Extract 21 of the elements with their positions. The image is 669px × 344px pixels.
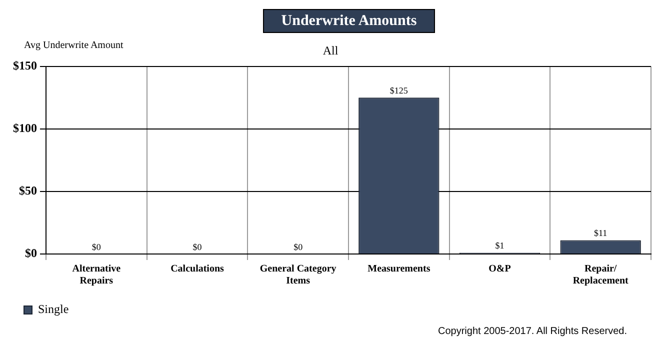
data-label: $0 [192,242,202,252]
legend-label: Single [38,302,69,316]
y-tick-label: $0 [25,246,37,260]
data-label: $0 [294,242,304,252]
x-tick-label: Repair/ Replacement [572,264,630,287]
chart-title: Underwrite Amounts [263,9,435,33]
x-tick-label: Calculations [170,264,224,275]
x-tick-label: O&P [488,264,511,275]
data-label: $0 [92,242,102,252]
y-axis-title: Avg Underwrite Amount [24,40,124,51]
y-tick-label: $50 [19,184,37,198]
text: Copyright 2005-2017. All Rights Reserved. [438,326,627,337]
x-tick-label: Measurements [368,264,430,275]
x-tick-label: Alternative Repairs [72,264,122,287]
y-tick-label: $150 [13,58,37,72]
data-label: $1 [495,240,504,251]
x-tick-label: General Category Items [260,264,336,287]
y-tick-label: $100 [13,121,37,136]
data-label: $11 [594,228,608,238]
data-label: $125 [390,86,408,96]
chart-subtitle: All [322,43,339,58]
